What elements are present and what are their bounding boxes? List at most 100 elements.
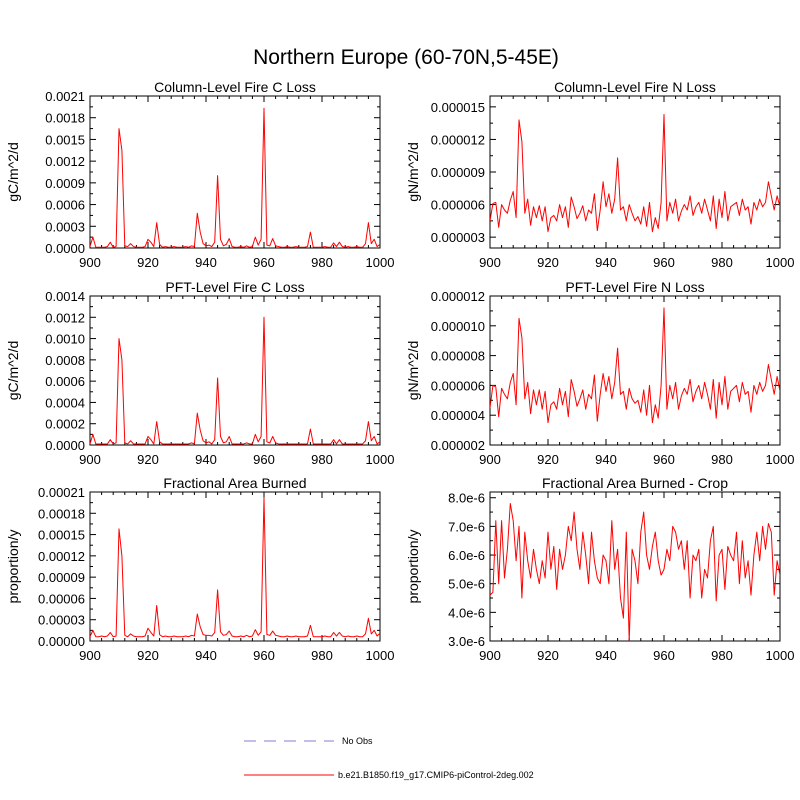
y-tick-label: 0.0009 [45, 176, 85, 191]
y-tick-label: 0.00006 [38, 591, 85, 606]
series-line [90, 316, 380, 445]
x-tick-label: 940 [595, 452, 617, 467]
x-tick-label: 920 [137, 452, 159, 467]
y-tick-label: 0.000012 [431, 289, 485, 304]
series-line [490, 502, 780, 641]
x-tick-label: 960 [653, 452, 675, 467]
y-tick-label: 0.00000 [38, 634, 85, 649]
y-axis-label: gN/m^2/d [405, 341, 421, 400]
y-tick-label: 0.000006 [431, 198, 485, 213]
x-tick-label: 1000 [766, 255, 795, 270]
y-tick-label: 3.0e-6 [448, 634, 485, 649]
y-tick-label: 0.00021 [38, 485, 85, 500]
x-tick-label: 1000 [766, 648, 795, 663]
x-tick-label: 920 [137, 648, 159, 663]
series-line [90, 497, 380, 638]
x-tick-label: 960 [653, 648, 675, 663]
y-tick-label: 0.0021 [45, 89, 85, 104]
x-tick-label: 980 [311, 452, 333, 467]
x-tick-label: 940 [595, 255, 617, 270]
x-tick-label: 900 [79, 648, 101, 663]
panel-title: Fractional Area Burned - Crop [542, 475, 728, 491]
x-tick-label: 980 [311, 255, 333, 270]
y-tick-label: 0.0012 [45, 310, 85, 325]
y-tick-label: 0.0004 [45, 395, 85, 410]
x-tick-label: 900 [479, 255, 501, 270]
y-tick-label: 0.000008 [431, 349, 485, 364]
chart-col-fire-n-loss: Column-Level Fire N Loss gN/m^2/d 900 920 94… [405, 79, 794, 270]
y-tick-label: 0.000010 [431, 319, 485, 334]
y-tick-label: 0.0002 [45, 417, 85, 432]
x-tick-label: 900 [479, 452, 501, 467]
panel-title: PFT-Level Fire N Loss [565, 279, 704, 295]
x-tick-label: 980 [711, 255, 733, 270]
chart-frac-area-burned-crop: Fractional Area Burned - Crop proportion/… [405, 475, 794, 663]
y-axis-label: proportion/y [5, 530, 21, 604]
x-tick-label: 940 [195, 648, 217, 663]
chart-pft-fire-n-loss: PFT-Level Fire N Loss gN/m^2/d 900 920 940 96… [405, 279, 794, 467]
x-tick-label: 960 [653, 255, 675, 270]
y-axis-label: gN/m^2/d [405, 142, 421, 201]
panel-title: Column-Level Fire N Loss [554, 79, 716, 95]
x-tick-label: 920 [537, 452, 559, 467]
y-tick-label: 0.0018 [45, 111, 85, 126]
y-tick-label: 0.000015 [431, 100, 485, 115]
x-tick-label: 900 [79, 255, 101, 270]
chart-col-fire-c-loss: Column-Level Fire C Loss gC/m^2/d 900 920 94… [5, 79, 394, 270]
chart-panels: Column-Level Fire C Loss gC/m^2/d 900 920 94… [5, 79, 794, 663]
x-tick-label: 1000 [766, 452, 795, 467]
y-tick-label: 0.0000 [45, 241, 85, 256]
x-tick-label: 980 [311, 648, 333, 663]
y-tick-label: 0.0006 [45, 374, 85, 389]
chart-pft-fire-c-loss: PFT-Level Fire C Loss gC/m^2/d 900 920 940 96… [5, 279, 394, 467]
x-tick-label: 1000 [366, 255, 395, 270]
x-tick-label: 920 [537, 255, 559, 270]
x-tick-label: 900 [479, 648, 501, 663]
y-tick-label: 0.00012 [38, 549, 85, 564]
x-tick-label: 920 [537, 648, 559, 663]
y-tick-label: 5.0e-6 [448, 577, 485, 592]
x-tick-label: 980 [711, 452, 733, 467]
plot-frame [489, 491, 781, 642]
legend-label-no-obs: No Obs [342, 736, 373, 746]
x-tick-label: 980 [711, 648, 733, 663]
y-tick-label: 0.000004 [431, 408, 485, 423]
panel-title: PFT-Level Fire C Loss [165, 279, 304, 295]
y-tick-label: 0.000009 [431, 165, 485, 180]
y-tick-label: 0.000003 [431, 230, 485, 245]
y-tick-label: 4.0e-6 [448, 605, 485, 620]
y-tick-label: 0.0003 [45, 219, 85, 234]
chart-frac-area-burned: Fractional Area Burned proportion/y 900 920… [5, 475, 394, 663]
y-tick-label: 6.0e-6 [448, 548, 485, 563]
series-line [90, 107, 380, 248]
y-tick-label: 0.00015 [38, 528, 85, 543]
y-axis-label: proportion/y [405, 530, 421, 604]
x-tick-label: 940 [195, 452, 217, 467]
y-tick-label: 0.0015 [45, 132, 85, 147]
x-tick-label: 960 [253, 452, 275, 467]
y-tick-label: 0.00009 [38, 570, 85, 585]
y-tick-label: 0.0012 [45, 154, 85, 169]
y-tick-label: 0.00003 [38, 613, 85, 628]
x-tick-label: 960 [253, 648, 275, 663]
x-tick-label: 1000 [366, 648, 395, 663]
page-title: Northern Europe (60-70N,5-45E) [253, 46, 559, 69]
x-tick-label: 940 [595, 648, 617, 663]
panel-title: Column-Level Fire C Loss [154, 79, 316, 95]
y-tick-label: 0.000012 [431, 132, 485, 147]
y-tick-label: 0.000002 [431, 438, 485, 453]
y-tick-label: 8.0e-6 [448, 491, 485, 506]
y-tick-label: 0.0008 [45, 353, 85, 368]
y-tick-label: 0.0010 [45, 332, 85, 347]
x-tick-label: 920 [137, 255, 159, 270]
y-axis-label: gC/m^2/d [5, 142, 21, 201]
y-tick-label: 7.0e-6 [448, 519, 485, 534]
y-tick-label: 0.0014 [45, 289, 85, 304]
y-tick-label: 0.00018 [38, 506, 85, 521]
series-line [490, 113, 780, 233]
panel-title: Fractional Area Burned [163, 475, 306, 491]
legend-label-model: b.e21.B1850.f19_g17.CMIP6-piControl-2deg… [338, 770, 534, 780]
legend: No Obs b.e21.B1850.f19_g17.CMIP6-piContr… [244, 736, 534, 780]
y-axis-label: gC/m^2/d [5, 341, 21, 400]
